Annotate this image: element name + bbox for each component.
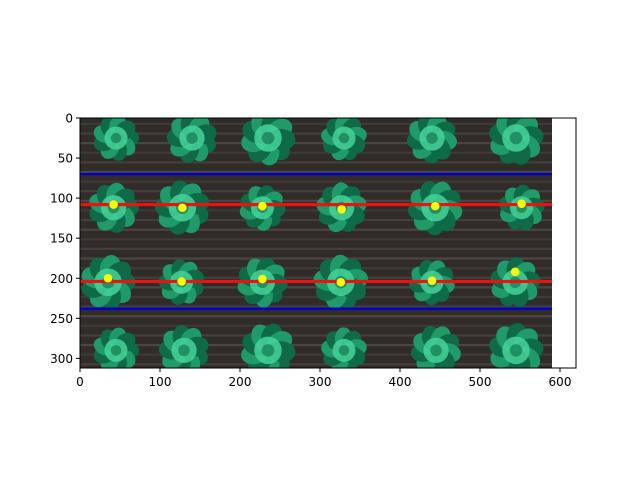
soil-streak bbox=[80, 324, 552, 327]
lettuce-plant bbox=[321, 118, 367, 161]
soil-streak bbox=[80, 199, 552, 202]
soil-streak bbox=[80, 209, 552, 212]
soil-streak bbox=[80, 190, 552, 193]
plant-center-point bbox=[430, 201, 440, 211]
lettuce-plant bbox=[93, 327, 140, 368]
plant-center-point bbox=[109, 200, 118, 209]
y-tick-label: 100 bbox=[50, 192, 73, 206]
plant-center-point bbox=[427, 276, 437, 285]
soil-streak bbox=[80, 170, 552, 174]
lettuce-plant bbox=[489, 118, 544, 165]
plant-center-point bbox=[517, 199, 526, 209]
soil-background bbox=[80, 118, 552, 368]
x-tick-label: 500 bbox=[469, 375, 492, 389]
row-lines bbox=[80, 172, 552, 310]
axes-frame bbox=[79, 117, 577, 369]
soil-streak bbox=[80, 286, 552, 289]
soil-streak bbox=[80, 353, 552, 356]
lettuce-plant bbox=[489, 322, 544, 368]
soil-streak bbox=[80, 132, 552, 135]
x-tick-label: 300 bbox=[309, 375, 332, 389]
soil-streak bbox=[80, 295, 552, 299]
y-axis: 0 50 100 150 200 250 300 bbox=[50, 112, 80, 366]
soil-streak bbox=[80, 161, 552, 164]
soil-streak bbox=[80, 228, 552, 231]
soil-streak bbox=[80, 151, 552, 154]
x-tick-label: 600 bbox=[549, 375, 572, 389]
y-tick-label: 300 bbox=[50, 352, 73, 366]
plant-center-point bbox=[336, 277, 346, 287]
y-tick-label: 0 bbox=[65, 112, 73, 126]
plant-center-point bbox=[258, 274, 267, 284]
x-tick-label: 200 bbox=[229, 375, 252, 389]
x-axis: 0 100 200 300 400 500 600 bbox=[76, 368, 571, 389]
x-tick-label: 400 bbox=[389, 375, 412, 389]
plant-center-point bbox=[177, 277, 186, 286]
soil-streak bbox=[80, 122, 552, 126]
soil-streak bbox=[80, 180, 552, 183]
y-tick-label: 50 bbox=[58, 152, 73, 166]
plant-center-point bbox=[178, 203, 187, 213]
soil-streak bbox=[80, 238, 552, 241]
soil-streak bbox=[80, 305, 552, 308]
y-tick-label: 200 bbox=[50, 272, 73, 286]
lettuce-plant bbox=[407, 181, 463, 236]
soil-streak bbox=[80, 363, 552, 366]
plant-center-points bbox=[103, 199, 526, 287]
lettuce-plant bbox=[166, 118, 217, 163]
plant-center-point bbox=[337, 205, 346, 214]
soil-streak bbox=[80, 343, 552, 347]
plant-center-point bbox=[510, 267, 520, 277]
soil-streak bbox=[80, 247, 552, 251]
soil-streak bbox=[80, 315, 552, 318]
soil-streak bbox=[80, 218, 552, 222]
lettuce-plant bbox=[93, 118, 140, 161]
plant-photo bbox=[80, 118, 552, 368]
y-tick-label: 150 bbox=[50, 232, 73, 246]
lettuce-plant bbox=[410, 326, 461, 368]
x-tick-label: 0 bbox=[76, 375, 84, 389]
lettuce-plant bbox=[241, 118, 296, 166]
soil-streak bbox=[80, 334, 552, 337]
lettuce-plant bbox=[406, 118, 457, 164]
lettuce-plant bbox=[321, 327, 367, 368]
y-tick-label: 250 bbox=[50, 312, 73, 326]
x-tick-label: 100 bbox=[149, 375, 172, 389]
soil-streak bbox=[80, 142, 552, 145]
plant-center-point bbox=[258, 201, 267, 211]
soil-streak bbox=[80, 267, 552, 270]
plant-center-point bbox=[103, 273, 113, 283]
soil-streak bbox=[80, 257, 552, 260]
